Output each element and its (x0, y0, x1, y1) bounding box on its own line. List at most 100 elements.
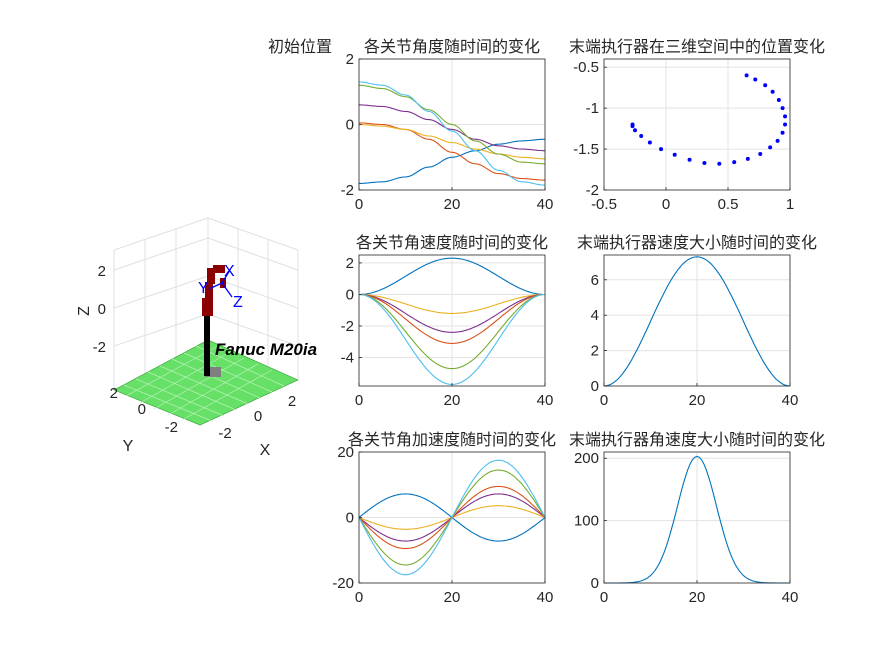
frame-label-z: Z (233, 294, 243, 311)
y-tick-label: 4 (591, 307, 599, 324)
x-tick-label: -0.5 (591, 196, 617, 213)
x-tick-label: 0 (600, 589, 608, 606)
robot-arm (202, 265, 226, 316)
scatter-point (776, 97, 781, 102)
axes-box (603, 58, 791, 191)
x-tick-label: 0 (355, 392, 363, 409)
y-tick-label: 6 (591, 272, 599, 289)
series-line-6 (358, 81, 546, 186)
x-tick-label: 0 (600, 392, 608, 409)
y-tick-label: 20 (337, 444, 354, 461)
series-line-5 (358, 293, 546, 370)
x-tick-label: 20 (689, 392, 706, 409)
robot-pedestal (204, 314, 210, 376)
y-tick-label: -2 (586, 182, 599, 199)
scatter-point (672, 152, 677, 157)
scatter-point (780, 130, 785, 135)
robot-z-tick: 2 (98, 263, 106, 280)
y-tick-label: 2 (346, 51, 354, 68)
y-tick-label: -1 (586, 100, 599, 117)
robot-panel: X Y Z Fanuc M20ia 2 0 -2 Z 2 0 -2 Y -2 0… (76, 37, 332, 459)
x-tick-label: 1 (786, 196, 794, 213)
scatter-point (768, 145, 773, 150)
y-tick-label: -2 (341, 182, 354, 199)
y-tick-label: 100 (574, 513, 599, 530)
series-line-6 (358, 459, 546, 576)
plot-area (604, 59, 790, 190)
series-line-1 (603, 256, 791, 387)
chart-title: 各关节角度随时间的变化 (364, 37, 540, 56)
x-tick-label: 40 (537, 392, 554, 409)
chart-title: 末端执行器在三维空间中的位置变化 (569, 37, 825, 56)
scatter-point (744, 73, 749, 78)
scatter-point (770, 89, 775, 94)
y-tick-label: -20 (332, 575, 354, 592)
x-tick-label: 40 (782, 589, 799, 606)
y-tick-label: 0 (346, 510, 354, 527)
scatter-point (639, 133, 644, 138)
scatter-point (732, 160, 737, 165)
robot-base (205, 367, 221, 377)
series-line-2 (359, 293, 545, 314)
series-line-3 (359, 293, 545, 333)
scatter-point (633, 128, 637, 133)
scatter-point (702, 160, 707, 165)
scatter-point (783, 122, 788, 127)
scatter-point (659, 147, 664, 152)
series-line-3 (359, 123, 546, 160)
chart-title: 各关节角速度随时间的变化 (356, 233, 548, 252)
series-line-4 (359, 293, 545, 344)
robot-z-tick: -2 (93, 339, 106, 356)
series-line-2 (359, 122, 546, 181)
robot-x-tick: 2 (288, 393, 296, 410)
chart-title: 末端执行器角速度大小随时间的变化 (569, 430, 825, 449)
robot-y-label: Y (123, 438, 134, 455)
frame-label-y: Y (198, 280, 209, 297)
scatter-point (783, 114, 788, 119)
robot-y-tick: -2 (165, 419, 178, 436)
frame-label-x: X (224, 263, 235, 280)
scatter-point (687, 157, 692, 162)
y-tick-label: -2 (341, 318, 354, 335)
y-tick-label: -1.5 (573, 141, 599, 158)
chart-title: 各关节角加速度随时间的变化 (348, 430, 556, 449)
series-line-1 (604, 455, 790, 584)
robot-x-tick: 0 (254, 408, 262, 425)
scatter-point (753, 77, 758, 82)
series-line-5 (358, 84, 545, 165)
scatter-point (758, 151, 763, 156)
y-tick-label: 0 (346, 117, 354, 134)
scatter-point (630, 122, 635, 127)
scatter-point (780, 106, 785, 111)
scatter-point (647, 140, 652, 145)
scatter-point (717, 161, 722, 166)
tool-frame (208, 269, 233, 298)
robot-z-tick: 0 (98, 301, 106, 318)
series-line-1 (358, 257, 546, 296)
y-tick-label: -4 (341, 350, 354, 367)
series-line-4 (358, 104, 545, 152)
x-tick-label: 0 (355, 589, 363, 606)
robot-y-tick: 0 (138, 401, 146, 418)
x-tick-label: 0 (355, 196, 363, 213)
robot-name-label: Fanuc M20ia (215, 340, 317, 359)
chart-title: 末端执行器速度大小随时间的变化 (577, 233, 817, 252)
x-tick-label: 20 (689, 589, 706, 606)
x-tick-label: 40 (537, 589, 554, 606)
chart-speed: 0 20 40 0 2 4 6 末端执行器速度大小随时间的变化 (577, 233, 817, 409)
y-tick-label: 0 (591, 378, 599, 395)
robot-y-tick: 2 (110, 385, 118, 402)
y-tick-label: 0 (591, 575, 599, 592)
y-tick-label: -0.5 (573, 59, 599, 76)
y-tick-label: 200 (574, 450, 599, 467)
series-line-1 (359, 138, 546, 184)
robot-z-label: Z (76, 306, 93, 316)
y-tick-label: 2 (346, 255, 354, 272)
scatter-point (745, 156, 750, 161)
floor-pattern (123, 345, 285, 422)
chart-pos3d: -0.5 0 0.5 1 -2 -1.5 -1 -0.5 末端执行器在三维空间中的位置变化 (569, 37, 825, 213)
